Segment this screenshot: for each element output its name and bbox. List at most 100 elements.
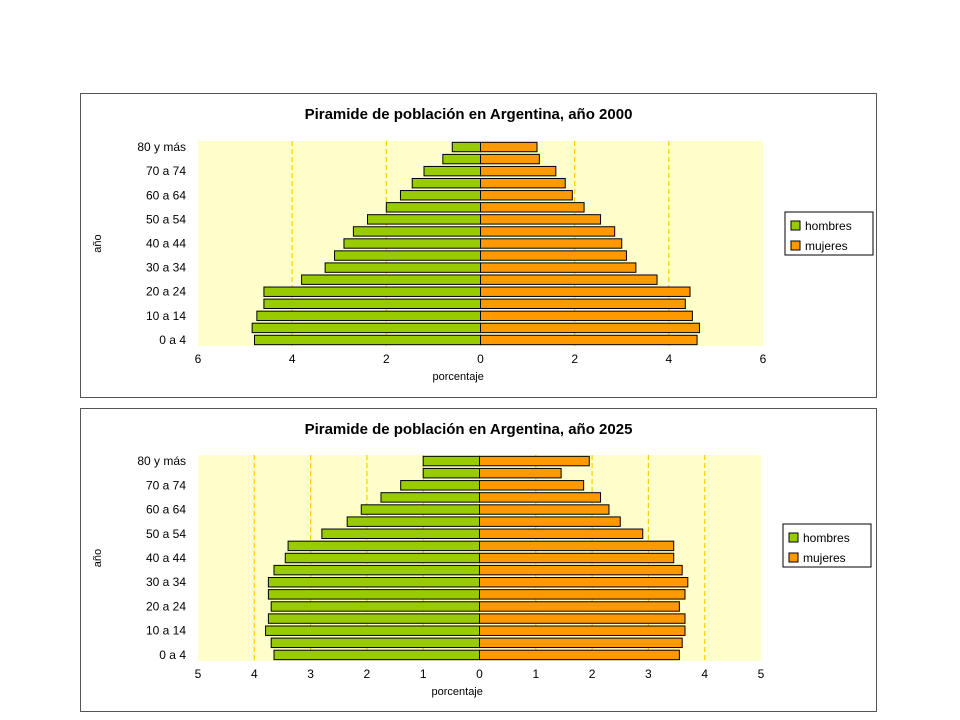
y-axis-label: año bbox=[92, 549, 104, 567]
legend-label-hombres: hombres bbox=[805, 219, 852, 233]
bar-hombres bbox=[284, 552, 480, 564]
bar-hombres bbox=[411, 178, 481, 189]
bar-mujeres bbox=[480, 298, 686, 309]
bar-mujeres bbox=[480, 226, 616, 237]
bar-mujeres bbox=[480, 322, 700, 334]
bar-hombres bbox=[352, 226, 481, 237]
bar-hombres bbox=[251, 322, 481, 334]
x-tick-label: 4 bbox=[665, 352, 672, 366]
legend-label-hombres: hombres bbox=[803, 531, 850, 545]
chart-title: Piramide de población en Argentina, año … bbox=[305, 106, 633, 123]
bar-mujeres bbox=[479, 613, 686, 624]
bar-mujeres bbox=[479, 467, 562, 479]
bar-hombres bbox=[400, 480, 480, 491]
bar-mujeres bbox=[479, 492, 602, 503]
bar-hombres bbox=[254, 334, 481, 346]
bar-hombres bbox=[346, 516, 480, 527]
x-tick-label: 0 bbox=[476, 667, 483, 681]
y-tick-label: 0 a 4 bbox=[159, 333, 186, 347]
bar-mujeres bbox=[479, 589, 686, 600]
y-tick-label: 40 a 44 bbox=[146, 551, 186, 565]
x-tick-label: 3 bbox=[307, 667, 314, 681]
bar-hombres bbox=[263, 286, 481, 297]
bar-hombres bbox=[270, 601, 480, 612]
legend-label-mujeres: mujeres bbox=[803, 551, 846, 565]
bar-mujeres bbox=[480, 262, 637, 273]
y-tick-label: 60 a 64 bbox=[146, 503, 186, 517]
x-tick-label: 3 bbox=[645, 667, 652, 681]
bar-hombres bbox=[301, 274, 481, 285]
bar-hombres bbox=[343, 238, 482, 249]
y-tick-label: 80 y más bbox=[137, 140, 186, 154]
x-axis-label: porcentaje bbox=[433, 371, 484, 383]
y-tick-label: 50 a 54 bbox=[146, 527, 186, 541]
bar-mujeres bbox=[480, 178, 566, 189]
bar-hombres bbox=[324, 262, 481, 273]
x-tick-label: 6 bbox=[760, 352, 767, 366]
legend-swatch-mujeres bbox=[790, 240, 801, 251]
x-tick-label: 2 bbox=[589, 667, 596, 681]
bar-mujeres bbox=[480, 153, 540, 165]
legend-label-mujeres: mujeres bbox=[805, 239, 848, 253]
bar-hombres bbox=[273, 564, 480, 576]
bar-mujeres bbox=[480, 214, 602, 225]
bar-hombres bbox=[265, 625, 480, 636]
y-tick-label: 80 y más bbox=[137, 454, 186, 468]
bar-hombres bbox=[451, 141, 481, 153]
y-tick-label: 60 a 64 bbox=[146, 188, 186, 202]
bar-hombres bbox=[267, 589, 480, 600]
bar-mujeres bbox=[479, 601, 680, 612]
x-tick-label: 6 bbox=[195, 352, 202, 366]
bar-mujeres bbox=[479, 564, 683, 576]
x-tick-label: 4 bbox=[289, 352, 296, 366]
x-tick-label: 4 bbox=[701, 667, 708, 681]
y-axis-label: año bbox=[92, 234, 104, 252]
bar-mujeres bbox=[480, 190, 573, 201]
bar-hombres bbox=[321, 528, 480, 539]
bar-mujeres bbox=[479, 516, 621, 527]
x-tick-label: 4 bbox=[251, 667, 258, 681]
bar-mujeres bbox=[479, 480, 585, 491]
y-tick-label: 30 a 34 bbox=[146, 575, 186, 589]
y-tick-label: 50 a 54 bbox=[146, 212, 186, 226]
bar-hombres bbox=[422, 467, 481, 479]
x-tick-label: 1 bbox=[420, 667, 427, 681]
y-tick-label: 40 a 44 bbox=[146, 237, 186, 251]
bar-hombres bbox=[334, 250, 481, 261]
bar-mujeres bbox=[479, 552, 675, 564]
y-tick-label: 10 a 14 bbox=[146, 624, 186, 638]
x-tick-label: 5 bbox=[758, 667, 765, 681]
y-tick-label: 0 a 4 bbox=[159, 648, 186, 662]
x-tick-label: 2 bbox=[364, 667, 371, 681]
legend-swatch-hombres bbox=[790, 220, 801, 231]
bar-mujeres bbox=[479, 528, 644, 539]
y-tick-label: 20 a 24 bbox=[146, 285, 186, 299]
x-tick-label: 0 bbox=[477, 352, 484, 366]
bar-mujeres bbox=[480, 250, 627, 261]
bar-hombres bbox=[360, 504, 480, 515]
chart-2000-svg: Piramide de población en Argentina, año … bbox=[92, 106, 874, 383]
bar-hombres bbox=[399, 190, 482, 201]
x-tick-label: 1 bbox=[532, 667, 539, 681]
y-tick-label: 10 a 14 bbox=[146, 309, 186, 323]
bar-mujeres bbox=[480, 141, 538, 153]
bar-hombres bbox=[287, 540, 480, 552]
bar-mujeres bbox=[479, 577, 689, 588]
bar-hombres bbox=[267, 577, 480, 588]
y-tick-label: 70 a 74 bbox=[146, 478, 186, 492]
bar-mujeres bbox=[480, 310, 693, 322]
bar-hombres bbox=[385, 202, 482, 213]
bar-mujeres bbox=[480, 238, 623, 249]
y-tick-label: 70 a 74 bbox=[146, 164, 186, 178]
bar-mujeres bbox=[480, 165, 557, 177]
chart-title: Piramide de población en Argentina, año … bbox=[305, 421, 633, 438]
population-pyramid-2025: Piramide de población en Argentina, año … bbox=[80, 408, 877, 712]
bar-mujeres bbox=[479, 625, 686, 636]
bar-hombres bbox=[423, 165, 481, 177]
bar-hombres bbox=[442, 153, 482, 165]
bar-mujeres bbox=[480, 334, 698, 346]
bar-mujeres bbox=[480, 286, 691, 297]
legend-box bbox=[782, 523, 872, 568]
bar-hombres bbox=[422, 455, 481, 467]
bar-mujeres bbox=[479, 504, 610, 515]
